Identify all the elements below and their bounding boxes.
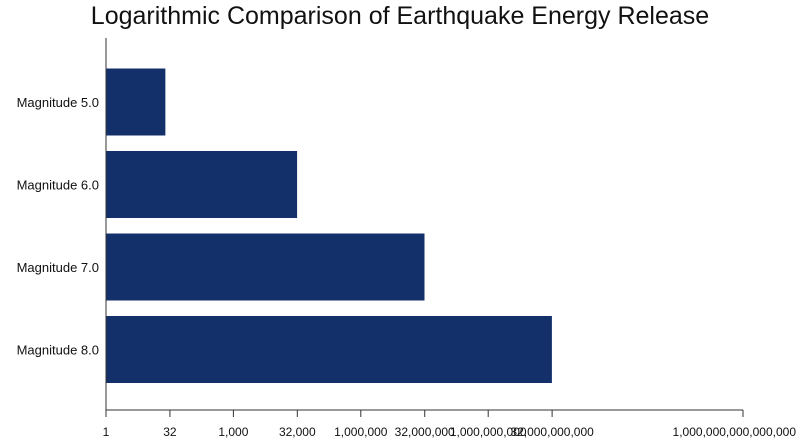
bar-magnitude-6-0	[106, 151, 298, 218]
axes-layer	[105, 38, 744, 417]
x-tick-label: 32	[163, 425, 177, 439]
x-tick-label: 1	[103, 425, 110, 439]
bar-magnitude-7-0	[106, 233, 425, 301]
x-tick-label: 32,000,000	[395, 425, 455, 439]
category-label: Magnitude 8.0	[17, 343, 99, 358]
bars-layer	[106, 68, 552, 383]
labels-layer: Magnitude 5.0 Magnitude 6.0 Magnitude 7.0 M…	[17, 95, 797, 439]
x-tick-label: 1,000,000,000,000,000	[673, 425, 797, 439]
category-label: Magnitude 5.0	[17, 95, 99, 110]
chart-title: Logarithmic Comparison of Earthquake Ene…	[90, 2, 710, 30]
x-tick-label: 1,000,000,000	[450, 425, 527, 439]
x-tick-label: 1,000,000	[334, 425, 388, 439]
x-tick-label: 32,000	[279, 425, 316, 439]
bar-magnitude-8-0	[106, 316, 552, 383]
x-tick-label: 1,000	[218, 425, 248, 439]
category-label: Magnitude 6.0	[17, 178, 99, 193]
category-label: Magnitude 7.0	[17, 260, 99, 275]
bar-magnitude-5-0	[106, 68, 166, 136]
x-tick-label: 32,000,000,000	[510, 425, 594, 439]
